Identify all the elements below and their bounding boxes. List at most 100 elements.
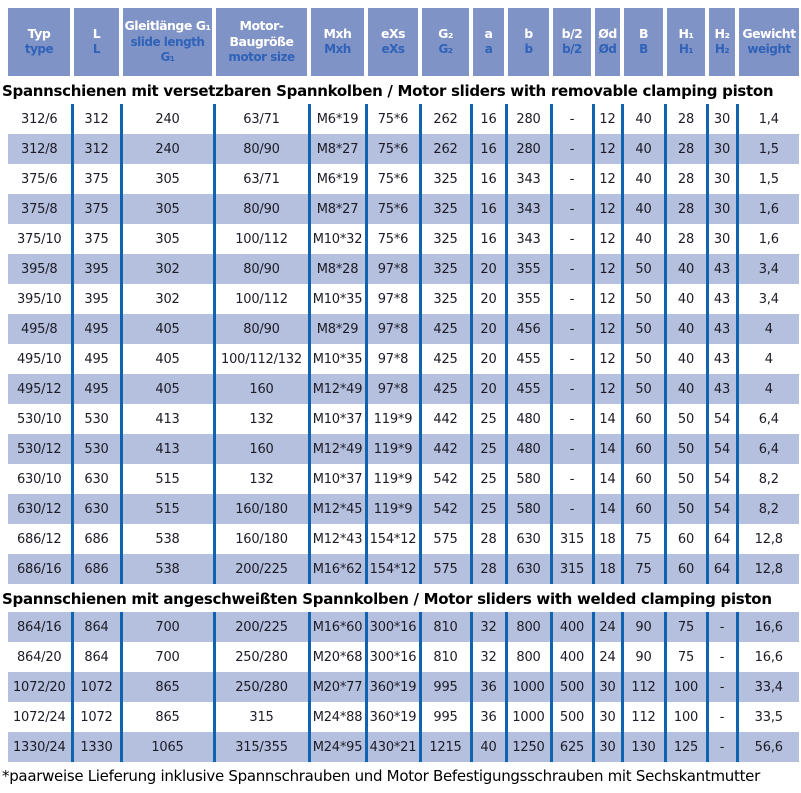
cell-b: 1000 xyxy=(504,702,551,732)
cell-gleitlaenge-g1: 240 xyxy=(119,104,214,134)
cell-gleitlaenge-g1: 413 xyxy=(119,434,214,464)
column-label-de: eXs xyxy=(380,26,406,42)
cell-b-gross: 40 xyxy=(620,134,665,164)
table-row: 864/16 864 700 200/225 M16*60 300*16 810 32 800 4… xyxy=(8,612,799,642)
cell-typ: 495/12 xyxy=(8,374,72,404)
cell-oed: 14 xyxy=(591,434,622,464)
table-row: 864/20 864 700 250/280 M20*68 300*16 810 32 800 4… xyxy=(8,642,799,672)
cell-b-halbe: - xyxy=(549,314,593,344)
cell-a: 36 xyxy=(469,672,506,702)
cell-motor-baugroesse: 200/225 xyxy=(212,554,309,584)
cell-oed: 12 xyxy=(591,344,622,374)
cell-b: 480 xyxy=(504,434,551,464)
cell-exs: 75*6 xyxy=(364,224,420,254)
cell-b-gross: 112 xyxy=(620,702,665,732)
cell-b: 630 xyxy=(504,554,551,584)
column-label-de: Gleitlänge G₁ xyxy=(124,18,211,34)
cell-typ: 375/10 xyxy=(8,224,72,254)
cell-a: 20 xyxy=(469,254,506,284)
cell-mxh: M16*62 xyxy=(307,554,366,584)
cell-b-halbe: 315 xyxy=(549,554,593,584)
cell-h2: 43 xyxy=(705,254,737,284)
cell-exs: 154*12 xyxy=(364,524,420,554)
cell-mxh: M16*60 xyxy=(307,612,366,642)
cell-b-gross: 90 xyxy=(620,612,665,642)
cell-l: 1072 xyxy=(70,702,121,732)
cell-b-halbe: 500 xyxy=(549,702,593,732)
cell-oed: 12 xyxy=(591,104,622,134)
cell-a: 25 xyxy=(469,404,506,434)
column-label-en: motor size xyxy=(228,50,295,65)
table-row: 395/10 395 302 100/112 M10*35 97*8 325 20 355-12… xyxy=(8,284,799,314)
cell-b: 1000 xyxy=(504,672,551,702)
cell-exs: 75*6 xyxy=(364,104,420,134)
cell-l: 495 xyxy=(70,374,121,404)
table-row: 630/12 630 515 160/180 M12*45 119*9 542 25 580-1… xyxy=(8,494,799,524)
cell-l: 395 xyxy=(70,284,121,314)
cell-h1: 50 xyxy=(663,434,707,464)
column-header-h2: H₂ H₂ xyxy=(705,8,737,76)
cell-h2: - xyxy=(705,612,737,642)
column-label-en: b/2 xyxy=(562,42,582,57)
cell-exs: 430*21 xyxy=(364,732,420,762)
column-label-de: b xyxy=(524,26,533,42)
cell-b-halbe: - xyxy=(549,284,593,314)
cell-b-gross: 60 xyxy=(620,404,665,434)
column-label-de: L xyxy=(92,26,101,42)
cell-typ: 630/10 xyxy=(8,464,72,494)
cell-g2: 442 xyxy=(418,404,471,434)
cell-motor-baugroesse: 100/112 xyxy=(212,284,309,314)
cell-l: 1072 xyxy=(70,672,121,702)
cell-mxh: M10*37 xyxy=(307,464,366,494)
column-header-gleitlaenge-g1: Gleitlänge G₁ slide length G₁ xyxy=(119,8,214,76)
cell-gleitlaenge-g1: 305 xyxy=(119,224,214,254)
cell-typ: 864/16 xyxy=(8,612,72,642)
table-row: 495/10 495 405 100/112/132 M10*35 97*8 425 20 45… xyxy=(8,344,799,374)
cell-mxh: M8*28 xyxy=(307,254,366,284)
cell-exs: 97*8 xyxy=(364,254,420,284)
cell-oed: 12 xyxy=(591,254,622,284)
column-header-h1: H₁ H₁ xyxy=(663,8,707,76)
cell-exs: 360*19 xyxy=(364,702,420,732)
column-header-typ: Typ type xyxy=(8,8,72,76)
cell-exs: 119*9 xyxy=(364,464,420,494)
cell-g2: 425 xyxy=(418,314,471,344)
cell-h2: 54 xyxy=(705,434,737,464)
cell-exs: 97*8 xyxy=(364,344,420,374)
column-header-gewicht: Gewicht weight xyxy=(735,8,799,76)
cell-oed: 14 xyxy=(591,494,622,524)
cell-gewicht: 1,6 xyxy=(735,194,799,224)
cell-oed: 14 xyxy=(591,464,622,494)
cell-gewicht: 4 xyxy=(735,314,799,344)
cell-b: 343 xyxy=(504,194,551,224)
cell-h2: 30 xyxy=(705,194,737,224)
cell-l: 312 xyxy=(70,104,121,134)
column-label-en: H₂ xyxy=(714,42,730,57)
cell-h2: 30 xyxy=(705,134,737,164)
cell-b-gross: 40 xyxy=(620,164,665,194)
table-row: 686/16 686 538 200/225 M16*62 154*12 575 28 630 3… xyxy=(8,554,799,584)
table-row: 495/8 495 405 80/90 M8*29 97*8 425 20 456-12 50 40… xyxy=(8,314,799,344)
column-label-en: L xyxy=(92,42,101,57)
cell-b: 455 xyxy=(504,374,551,404)
table-row: 1330/24 1330 1065 315/355 M24*95 430*21 1215 40… xyxy=(8,732,799,762)
cell-gewicht: 33,4 xyxy=(735,672,799,702)
cell-mxh: M10*32 xyxy=(307,224,366,254)
cell-a: 32 xyxy=(469,612,506,642)
cell-motor-baugroesse: 132 xyxy=(212,464,309,494)
cell-h1: 40 xyxy=(663,344,707,374)
cell-oed: 30 xyxy=(591,702,622,732)
cell-h1: 60 xyxy=(663,524,707,554)
cell-typ: 1330/24 xyxy=(8,732,72,762)
cell-l: 375 xyxy=(70,164,121,194)
cell-motor-baugroesse: 132 xyxy=(212,404,309,434)
cell-typ: 530/10 xyxy=(8,404,72,434)
cell-h1: 28 xyxy=(663,194,707,224)
cell-mxh: M8*27 xyxy=(307,134,366,164)
cell-b-halbe: - xyxy=(549,464,593,494)
cell-b-gross: 50 xyxy=(620,314,665,344)
cell-b: 343 xyxy=(504,164,551,194)
cell-gewicht: 12,8 xyxy=(735,554,799,584)
cell-b-halbe: 500 xyxy=(549,672,593,702)
